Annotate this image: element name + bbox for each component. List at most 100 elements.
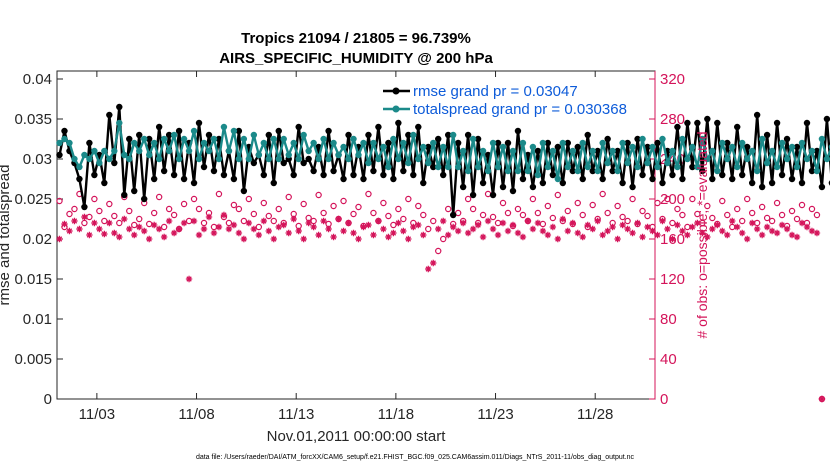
totalspread-point <box>644 159 651 167</box>
rmse-point <box>739 171 746 179</box>
totalspread-point <box>694 163 701 171</box>
rmse-point <box>788 175 796 183</box>
possible-obs-marker <box>624 217 631 225</box>
evaluated-obs-marker <box>215 223 223 231</box>
evaluated-obs-marker <box>126 225 133 233</box>
possible-obs-marker <box>664 195 671 203</box>
rmse-point <box>644 143 651 151</box>
evaluated-obs-marker <box>235 229 243 237</box>
possible-obs-marker <box>554 191 562 199</box>
legend: rmse grand pr = 0.03047 totalspread gran… <box>383 83 627 118</box>
totalspread-point <box>121 151 128 159</box>
possible-obs-marker <box>285 193 292 201</box>
possible-obs-marker <box>574 199 581 207</box>
evaluated-obs-marker <box>793 233 801 241</box>
possible-obs-marker <box>195 205 203 213</box>
evaluated-obs-marker <box>479 233 487 241</box>
possible-obs-marker <box>265 212 272 220</box>
evaluated-obs-marker <box>549 223 557 231</box>
totalspread-point <box>684 155 691 163</box>
rmse-point <box>56 151 63 159</box>
rmse-point <box>375 123 382 131</box>
y-left-tick-label: 0.02 <box>23 231 52 248</box>
rmse-point <box>131 187 138 195</box>
evaluated-obs-marker <box>454 227 462 235</box>
possible-obs-marker <box>340 197 347 205</box>
possible-obs-marker <box>420 211 427 219</box>
totalspread-point <box>564 163 571 171</box>
totalspread-point <box>250 131 258 139</box>
evaluated-obs-marker <box>250 225 258 233</box>
evaluated-obs-marker <box>155 225 163 233</box>
totalspread-point <box>205 147 213 155</box>
evaluated-obs-marker <box>748 219 756 227</box>
totalspread-point <box>464 167 472 175</box>
totalspread-point <box>160 135 168 143</box>
evaluated-obs-marker <box>170 229 178 237</box>
totalspread-point <box>290 139 297 147</box>
evaluated-obs-marker <box>689 223 696 231</box>
totalspread-point <box>215 155 223 163</box>
evaluated-obs-marker <box>778 221 786 229</box>
rmse-point <box>529 183 537 191</box>
totalspread-point <box>270 135 277 143</box>
evaluated-obs-marker <box>61 220 68 228</box>
totalspread-point <box>504 167 512 175</box>
rmse-point <box>719 171 726 179</box>
rmse-point <box>260 171 268 179</box>
possible-obs-marker <box>763 214 771 222</box>
possible-obs-marker <box>145 220 153 228</box>
rmse-point <box>81 203 88 211</box>
rmse-point <box>604 135 611 143</box>
rmse-point <box>594 147 601 155</box>
evaluated-obs-marker <box>365 221 372 229</box>
totalspread-point <box>101 147 108 155</box>
possible-obs-marker <box>599 190 606 198</box>
rmse-point <box>534 147 542 155</box>
evaluated-obs-marker <box>634 219 641 227</box>
totalspread-point <box>499 143 507 151</box>
evaluated-obs-marker <box>121 215 128 223</box>
evaluated-obs-marker <box>659 217 666 225</box>
evaluated-obs-marker <box>729 217 736 225</box>
totalspread-point <box>524 167 532 175</box>
rmse-point <box>569 167 576 175</box>
evaluated-obs-marker <box>390 229 397 237</box>
possible-obs-marker <box>604 209 611 217</box>
possible-obs-marker <box>230 201 238 209</box>
rmse-point <box>155 123 163 131</box>
evaluated-obs-marker <box>420 231 427 239</box>
totalspread-point <box>175 155 183 163</box>
rmse-point <box>340 175 347 183</box>
totalspread-point <box>509 147 517 155</box>
possible-obs-marker <box>674 205 681 213</box>
possible-obs-marker <box>808 205 816 213</box>
rmse-point <box>818 183 826 191</box>
evaluated-obs-marker <box>559 215 567 223</box>
rmse-point <box>345 131 352 139</box>
rmse-point <box>400 167 407 175</box>
rmse-point <box>768 179 776 187</box>
totalspread-point <box>534 171 542 179</box>
evaluated-obs-marker <box>629 229 636 237</box>
totalspread-point <box>400 139 407 147</box>
totalspread-point <box>310 139 317 147</box>
rmse-point <box>629 183 636 191</box>
evaluated-obs-marker <box>604 227 611 235</box>
totalspread-point <box>245 155 253 163</box>
totalspread-point <box>275 155 282 163</box>
evaluated-obs-marker <box>444 231 452 239</box>
evaluated-obs-marker <box>185 275 193 283</box>
evaluated-obs-marker <box>704 233 711 241</box>
legend-totalspread-label: totalspread grand pr = 0.030368 <box>413 101 627 118</box>
rmse-point <box>145 135 153 143</box>
possible-obs-marker <box>200 219 208 227</box>
rmse-point <box>420 179 427 187</box>
evaluated-obs-marker <box>290 215 297 223</box>
totalspread-point <box>743 155 751 163</box>
evaluated-obs-marker <box>564 227 571 235</box>
evaluated-obs-marker <box>370 231 377 239</box>
evaluated-obs-marker <box>694 219 701 227</box>
evaluated-obs-marker <box>66 227 73 235</box>
y-left-tick-label: 0.015 <box>14 271 52 288</box>
